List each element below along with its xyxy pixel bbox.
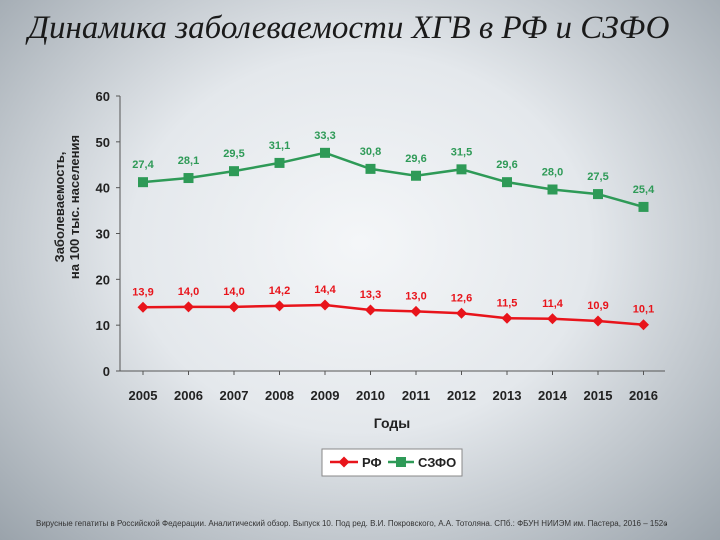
- data-point: [547, 313, 558, 325]
- data-label: 11,4: [542, 298, 564, 310]
- data-point: [410, 305, 422, 317]
- chart-axes: 0 10 20 30 40 50 60 2005 2006 2007 2008 2009 2010 201…: [96, 89, 665, 403]
- data-point: [228, 301, 240, 313]
- data-point: [411, 170, 421, 181]
- data-label: 31,5: [451, 146, 472, 158]
- data-point: [638, 201, 649, 212]
- data-label: 12,6: [451, 292, 472, 304]
- data-label: 29,6: [405, 153, 426, 165]
- y-tick-label: 60: [96, 89, 110, 104]
- data-label: 13,0: [405, 290, 426, 302]
- data-label: 33,3: [314, 130, 335, 142]
- y-tick-label: 0: [103, 364, 110, 379]
- y-tick-label: 30: [96, 227, 110, 242]
- data-point: [592, 315, 604, 327]
- x-tick-label: 2008: [265, 388, 294, 403]
- data-label: 29,5: [223, 148, 244, 160]
- citation: Вирусные гепатиты в Российской Федерации…: [36, 519, 668, 528]
- data-point: [229, 166, 239, 177]
- data-label: 14,4: [314, 284, 336, 296]
- x-tick-label: 2015: [584, 388, 613, 403]
- series-line: [142, 303, 644, 326]
- legend-label-rf: РФ: [362, 455, 382, 470]
- legend-marker-szfo: [396, 457, 406, 467]
- data-label: 25,4: [633, 184, 655, 196]
- data-point: [365, 163, 376, 174]
- data-label: 27,4: [132, 159, 154, 171]
- data-point: [319, 299, 331, 311]
- data-point: [274, 300, 285, 312]
- x-tick-label: 2009: [311, 388, 340, 403]
- x-tick-label: 2006: [174, 388, 203, 403]
- x-tick-label: 2010: [356, 388, 385, 403]
- x-tick-label: 2005: [129, 388, 158, 403]
- data-label: 28,1: [178, 155, 199, 167]
- x-tick-label: 2007: [220, 388, 249, 403]
- data-point: [638, 319, 649, 331]
- data-point: [183, 301, 194, 313]
- data-point: [456, 307, 467, 319]
- data-point: [456, 164, 467, 175]
- data-label: 11,5: [497, 297, 518, 309]
- legend-marker-rf: [338, 456, 350, 468]
- series-rf: 13,9 14,0 14,0 14,2 14,4 13,3 13,0 12,6 11,5 11,4…: [132, 284, 654, 331]
- series-line: [142, 151, 644, 209]
- bullet-mark: .: [664, 512, 669, 529]
- slide-title: Динамика заболеваемости ХГВ в РФ и СЗФО: [28, 10, 670, 46]
- data-label: 13,3: [360, 289, 381, 301]
- data-point: [137, 301, 149, 313]
- data-point: [138, 177, 148, 188]
- data-point: [365, 304, 376, 316]
- y-tick-label: 20: [96, 272, 110, 287]
- y-tick-label: 10: [96, 318, 110, 333]
- x-tick-label: 2011: [402, 388, 430, 403]
- data-label: 10,1: [633, 304, 654, 316]
- data-label: 30,8: [360, 146, 381, 158]
- chart-legend: РФ СЗФО: [321, 448, 463, 477]
- data-label: 29,6: [496, 159, 517, 171]
- data-label: 14,0: [178, 286, 199, 298]
- chart-series: 13,9 14,0 14,0 14,2 14,4 13,3 13,0 12,6 11,5 11,4…: [132, 130, 655, 331]
- legend-label-szfo: СЗФО: [418, 455, 456, 470]
- data-label: 28,0: [542, 167, 563, 179]
- data-point: [502, 177, 512, 188]
- data-label: 13,9: [132, 286, 153, 298]
- series-szfo: 27,4 28,1 29,5 31,1 33,3 30,8 29,6 31,5 29,6 28,0…: [132, 130, 655, 212]
- x-tick-label: 2016: [629, 388, 658, 403]
- data-point: [320, 147, 330, 158]
- data-point: [593, 189, 603, 200]
- x-tick-label: 2014: [538, 388, 568, 403]
- y-tick-label: 40: [96, 181, 110, 196]
- x-axis-label: Годы: [374, 415, 410, 431]
- x-tick-label: 2013: [493, 388, 522, 403]
- data-label: 27,5: [587, 171, 608, 183]
- data-label: 14,2: [269, 285, 290, 297]
- data-label: 31,1: [269, 140, 290, 152]
- data-point: [274, 157, 285, 168]
- data-point: [547, 184, 558, 195]
- data-label: 10,9: [587, 300, 608, 312]
- data-point: [501, 312, 513, 324]
- data-point: [183, 173, 194, 184]
- x-tick-label: 2012: [447, 388, 476, 403]
- y-tick-label: 50: [96, 135, 110, 150]
- data-label: 14,0: [223, 286, 244, 298]
